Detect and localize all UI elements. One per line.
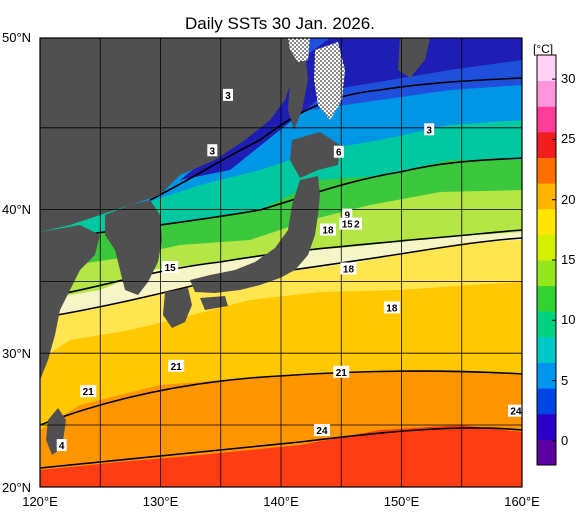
colorbar-segment: [537, 183, 556, 210]
lat-label-30: 30°N: [2, 346, 32, 361]
contour-label-bg: [333, 365, 350, 378]
contour-label: 9: [344, 211, 350, 222]
contour-label: 18: [343, 264, 355, 275]
contour-label: 3: [210, 146, 216, 157]
lat-label-40: 40°N: [2, 202, 32, 217]
lat-label-20: 20°N: [2, 480, 32, 495]
contour-label-bg: [333, 145, 344, 158]
contour-label-bg: [424, 123, 435, 136]
colorbar-tick-label: 10: [561, 312, 576, 328]
lon-label-140: 140°E: [263, 494, 299, 509]
contour-21: [40, 370, 522, 426]
contour-label-bg: [339, 217, 356, 230]
asia-landmass: [40, 38, 300, 232]
colorbar-segment: [537, 260, 556, 287]
sst-band-0: [180, 38, 522, 180]
contour-label-bg: [162, 260, 179, 273]
colorbar-tick-label: 5: [561, 372, 569, 388]
contour-label: 4: [59, 441, 65, 452]
lon-label-130: 130°E: [142, 494, 179, 509]
honshu: [190, 176, 320, 293]
lat-lon-grid: [40, 38, 522, 487]
colorbar-segment: [537, 336, 556, 363]
contour-3: [149, 77, 522, 201]
contour-label: 21: [83, 387, 95, 398]
lon-label-160: 160°E: [504, 494, 540, 509]
contour-label-bg: [56, 439, 67, 452]
colorbar-segment: [537, 362, 556, 389]
colorbar-segment: [537, 413, 556, 440]
contour-label-bg: [340, 262, 357, 275]
contour-label: 18: [386, 303, 398, 314]
colorbar-segment: [537, 208, 556, 235]
colorbar: [536, 54, 557, 466]
colorbar-tick-label: 0: [561, 432, 569, 448]
colorbar-segment: [537, 157, 556, 184]
colorbar-tick-label: 30: [561, 71, 576, 87]
contour-label-bg: [351, 217, 362, 230]
contour-label: 24: [316, 426, 328, 437]
colorbar-segment: [537, 131, 556, 158]
contour-label: 15: [165, 263, 177, 274]
contour-label-bg: [168, 359, 185, 372]
contour-label: 21: [171, 362, 183, 373]
contour-label: 2: [354, 220, 360, 231]
map-frame: [39, 37, 523, 488]
colorbar-tick-label: 15: [561, 252, 576, 267]
contour-label: 15: [342, 220, 354, 231]
contour-label: 21: [336, 368, 348, 379]
colorbar-tick-label: 25: [561, 131, 576, 147]
contour-label-bg: [222, 88, 233, 101]
contour-label: 6: [336, 148, 342, 159]
contour-label-bg: [313, 424, 330, 437]
contour-label: 18: [322, 226, 334, 237]
colorbar-segment: [537, 80, 556, 107]
colorbar-tick-label: 20: [561, 191, 576, 207]
colorbar-segment: [537, 311, 556, 338]
colorbar-segment: [537, 388, 556, 415]
contour-label-bg: [383, 301, 400, 314]
kyushu: [163, 288, 192, 328]
kamchatka: [398, 38, 430, 78]
colorbar-unit: [°C]: [533, 42, 554, 56]
hokkaido: [290, 132, 340, 178]
contour-24: [40, 427, 522, 469]
colorbar-segment: [537, 106, 556, 133]
map-title: Daily SSTs 30 Jan. 2026.: [185, 14, 375, 33]
colorbar-segment: [537, 285, 556, 312]
korea-peninsula: [105, 200, 162, 295]
colorbar-segment: [537, 234, 556, 261]
sea-ice: [288, 38, 345, 120]
china-coast: [40, 225, 100, 380]
contour-label: 3: [225, 91, 231, 102]
lon-label-120: 120°E: [22, 494, 58, 509]
contour-label-bg: [507, 404, 522, 417]
contour-label-bg: [80, 385, 97, 398]
contour-label-bg: [207, 144, 218, 157]
lon-label-150: 150°E: [383, 494, 420, 509]
contour-label-bg: [319, 223, 336, 236]
contour-label: 3: [426, 125, 432, 136]
colorbar-segment: [537, 439, 556, 466]
colorbar-segment: [537, 55, 556, 82]
lat-label-50: 50°N: [2, 30, 32, 45]
contour-label: 24: [510, 407, 522, 418]
contour-label-bg: [342, 208, 353, 221]
